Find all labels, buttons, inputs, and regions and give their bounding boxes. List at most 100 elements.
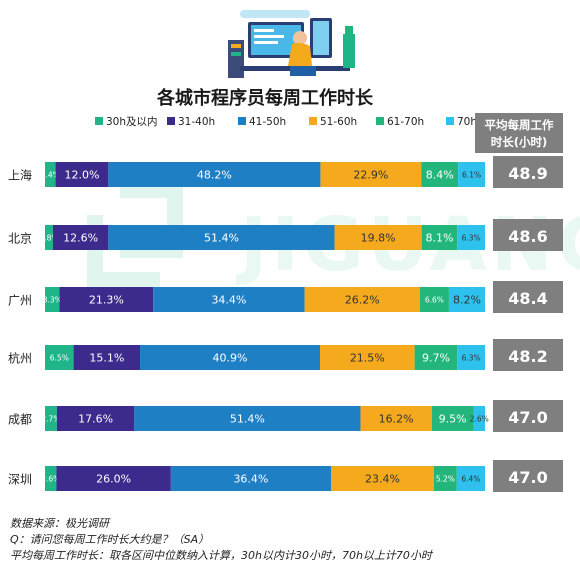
bar-segment: [320, 162, 422, 187]
average-box: [493, 339, 563, 371]
data-label: 19.8%: [361, 232, 396, 245]
data-label: 8.2%: [453, 294, 481, 307]
legend-swatch: [238, 117, 246, 125]
average-header-line1: 平均每周工作: [485, 118, 554, 132]
bar-segment: [56, 406, 135, 431]
legend-label: 41-50h: [249, 116, 286, 128]
data-label: 48.2%: [197, 169, 232, 182]
average-box: [493, 156, 563, 188]
chart-title: 各城市程序员每周工作时长: [156, 87, 374, 109]
bar-segment: [108, 162, 321, 187]
data-label: 34.4%: [211, 294, 246, 307]
footer-note: 平均每周工作时长：取各区间中位数纳入计算，30h以内计30小时，70h以上计70…: [10, 549, 432, 562]
bar-segment: [458, 162, 485, 187]
data-label: 22.9%: [353, 169, 388, 182]
chart-rows: 上海 2.4% 12.0% 48.2% 22.9% 8.4% 6.1% 48.9 北京 1.8% 1…: [8, 156, 563, 492]
legend-swatch: [446, 117, 454, 125]
legend-swatch: [376, 117, 384, 125]
average-value: 48.4: [508, 289, 547, 308]
data-label: 9.7%: [422, 352, 450, 365]
data-label: 2.6%: [470, 415, 489, 424]
legend-swatch: [309, 117, 317, 125]
data-label: 36.4%: [233, 473, 268, 486]
average-value: 48.9: [508, 164, 547, 183]
data-label: 16.2%: [379, 413, 414, 426]
average-box: [493, 400, 563, 432]
legend-label: 31-40h: [178, 116, 215, 128]
bar-segment: [108, 225, 335, 250]
bar-segment: [140, 345, 320, 370]
bar-segment: [456, 466, 485, 491]
data-label: 6.5%: [50, 354, 69, 363]
data-label: 23.4%: [365, 473, 400, 486]
bar-segment: [331, 466, 434, 491]
bar-segment: [153, 287, 305, 312]
data-label: 51.4%: [230, 413, 265, 426]
average-value: 47.0: [508, 468, 547, 487]
legend-label: 61-70h: [387, 116, 424, 128]
average-value: 47.0: [508, 408, 547, 427]
bar-segment: [473, 406, 485, 431]
bar-segment: [52, 225, 109, 250]
data-label: 6.6%: [425, 296, 444, 305]
legend-label: 51-60h: [320, 116, 357, 128]
legend-swatch: [95, 117, 103, 125]
bar-segment: [45, 345, 74, 370]
average-box: [493, 460, 563, 492]
data-label: 6.1%: [462, 171, 481, 180]
bar-segment: [421, 225, 458, 250]
category-label: 杭州: [8, 351, 32, 366]
bar-segment: [56, 466, 171, 491]
data-label: 21.3%: [89, 294, 124, 307]
category-label: 深圳: [8, 473, 32, 487]
data-label: 2.6%: [41, 475, 60, 484]
bar-segment: [431, 406, 474, 431]
bar-segment: [448, 287, 485, 312]
data-label: 26.2%: [345, 294, 380, 307]
data-label: 21.5%: [350, 352, 385, 365]
legend-swatch: [167, 117, 175, 125]
data-label: 8.4%: [426, 169, 454, 182]
data-label: 6.3%: [462, 234, 481, 243]
average-value: 48.2: [508, 347, 547, 366]
data-label: 5.2%: [436, 475, 455, 484]
bar-segment: [414, 345, 458, 370]
data-label: 9.5%: [439, 413, 467, 426]
bar-segment: [59, 287, 154, 312]
data-label: 2.7%: [41, 415, 60, 424]
average-value: 48.6: [508, 227, 547, 246]
data-label: 1.8%: [39, 234, 58, 243]
data-label: 2.4%: [41, 171, 60, 180]
footer-question: Q：请问您每周工作时长大约是？（SA）: [10, 533, 210, 546]
bar-segment: [320, 345, 415, 370]
data-label: 26.0%: [96, 473, 131, 486]
bar-segment: [73, 345, 141, 370]
data-label: 3.3%: [43, 296, 62, 305]
bar-segment: [360, 406, 432, 431]
data-label: 6.4%: [461, 475, 480, 484]
category-label: 上海: [8, 168, 32, 183]
average-header-line2: 时长(小时): [491, 135, 548, 149]
bar-segment: [134, 406, 361, 431]
data-label: 12.6%: [63, 232, 98, 245]
programmer-illustration: [228, 10, 355, 78]
data-label: 12.0%: [64, 169, 99, 182]
bar-segment: [457, 225, 485, 250]
bar-segment: [457, 345, 485, 370]
average-box: [493, 281, 563, 313]
data-label: 8.1%: [425, 232, 453, 245]
bar-segment: [334, 225, 422, 250]
bar-segment: [55, 162, 109, 187]
bar-segment: [45, 466, 57, 491]
category-label: 成都: [8, 413, 32, 427]
data-label: 40.9%: [213, 352, 248, 365]
bar-segment: [304, 287, 420, 312]
average-header-box: [475, 113, 563, 153]
bar-segment: [419, 287, 449, 312]
bar-segment: [421, 162, 459, 187]
bar-segment: [170, 466, 331, 491]
average-box: [493, 219, 563, 251]
bar-segment: [45, 225, 53, 250]
category-label: 北京: [8, 232, 32, 246]
